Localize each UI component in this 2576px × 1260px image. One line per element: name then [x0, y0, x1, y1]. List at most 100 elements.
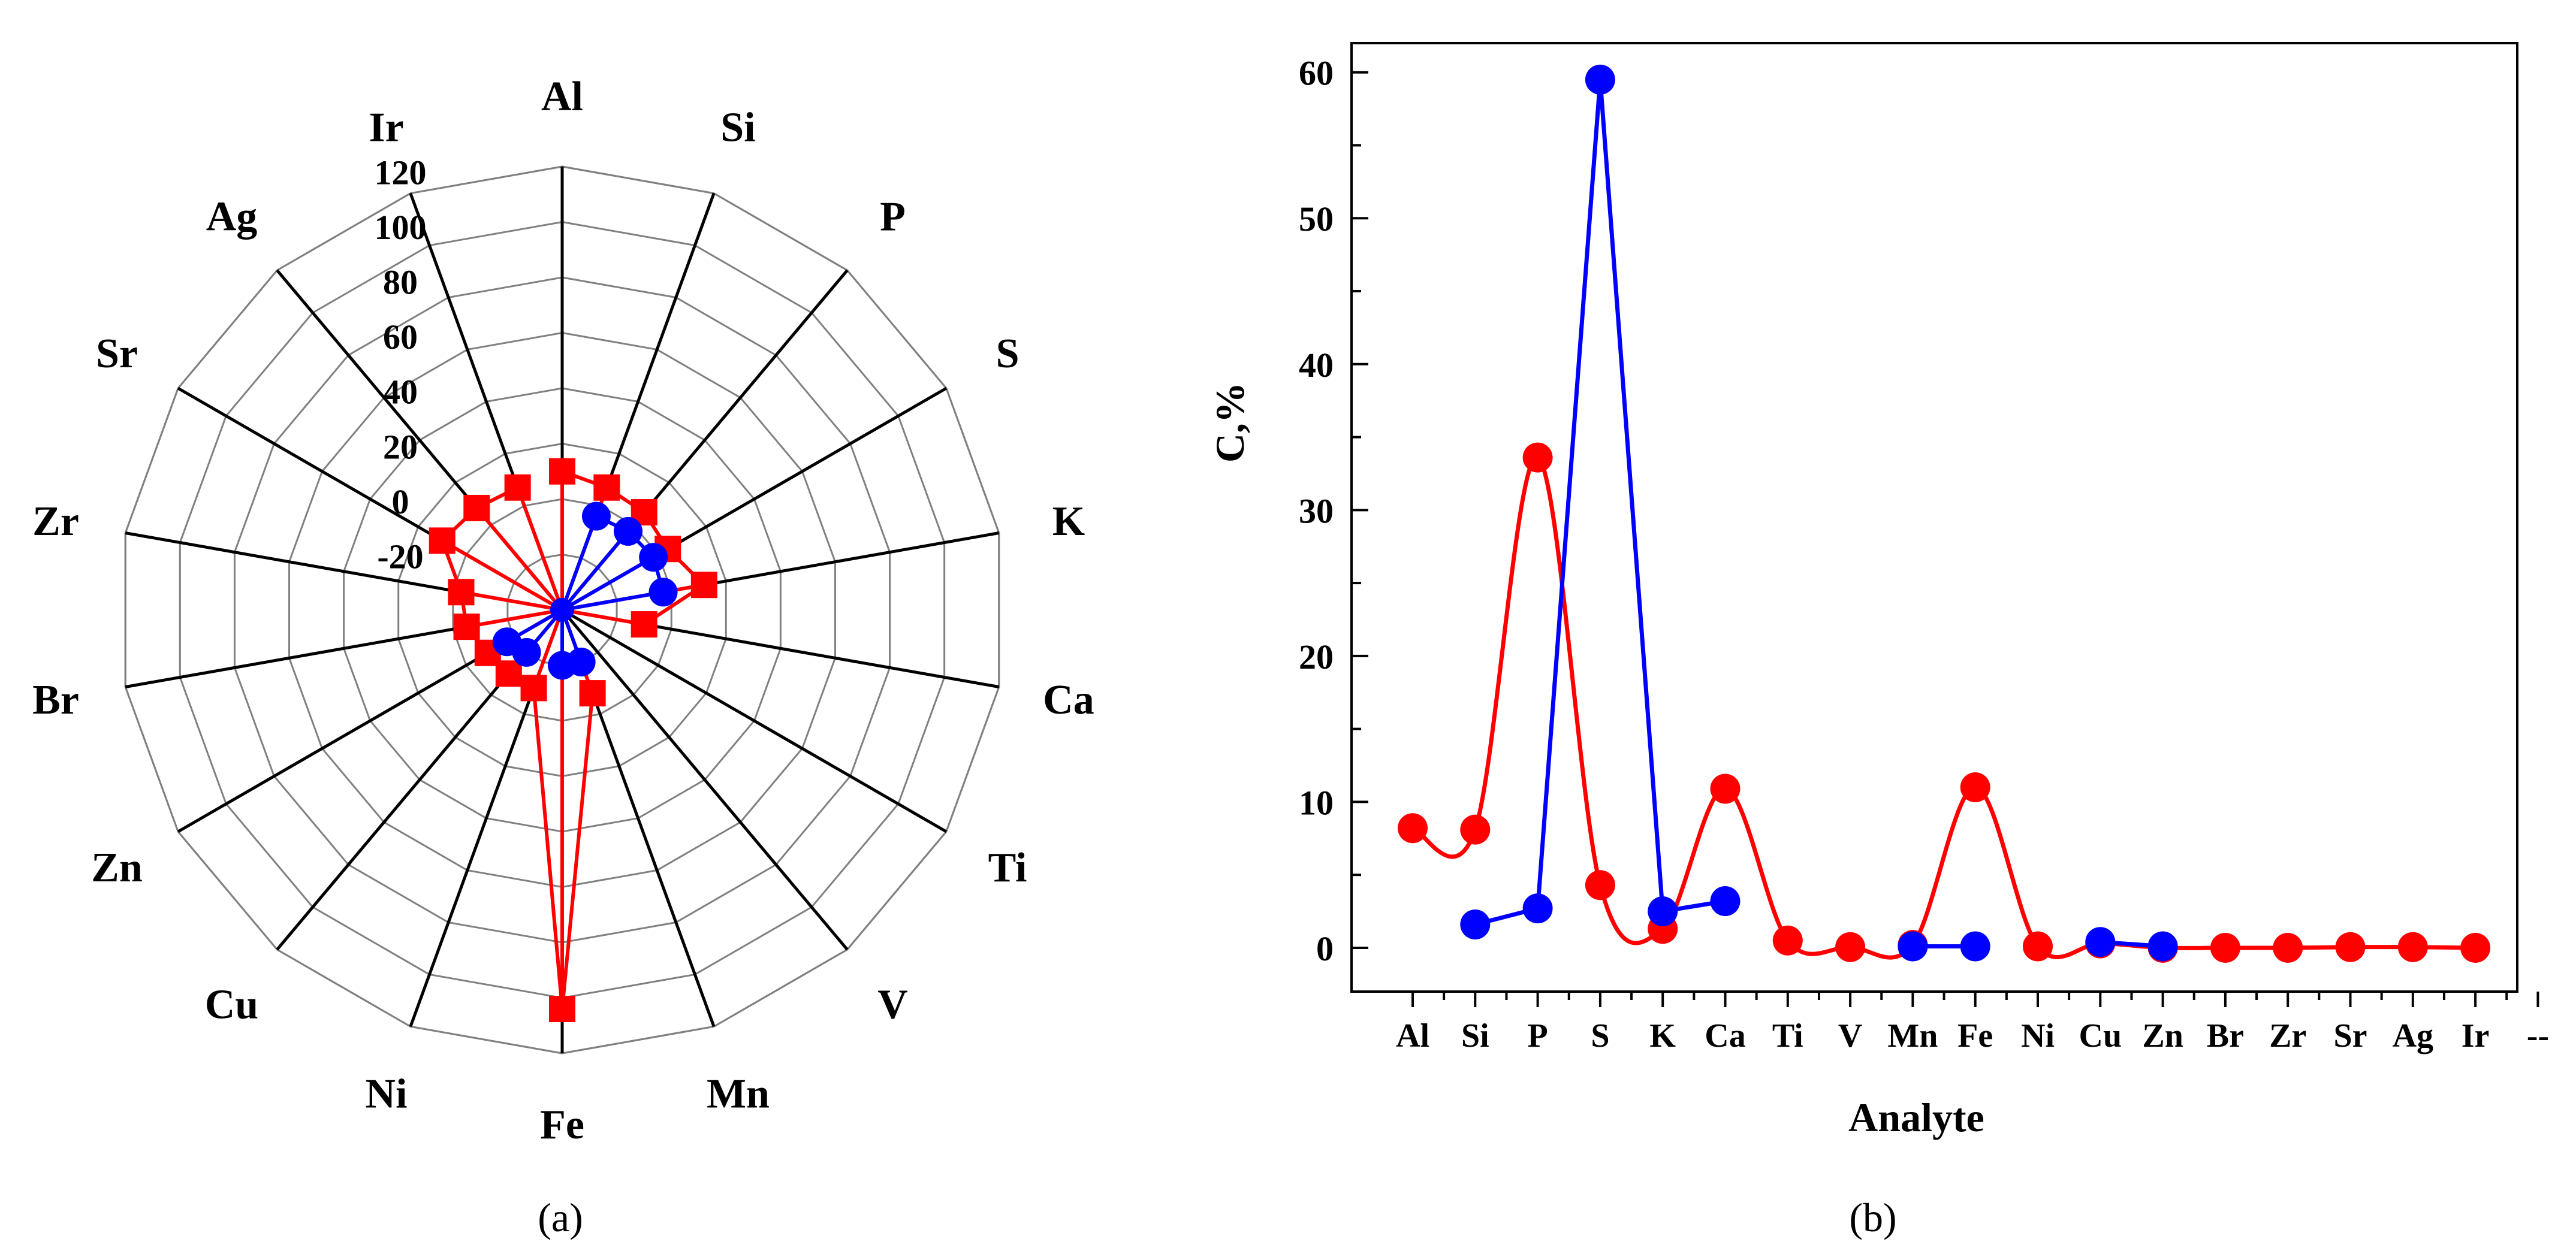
data-point-red — [2460, 932, 2491, 963]
data-point-red — [1710, 773, 1741, 804]
x-tick-label: Ni — [2021, 1017, 2055, 1054]
radar-point-square — [549, 996, 575, 1022]
radar-series-spoke — [562, 590, 664, 612]
data-point-blue — [1585, 64, 1615, 95]
y-tick-label: 50 — [1299, 200, 1334, 238]
radar-point-square — [429, 527, 456, 554]
radar-tick-label: 0 — [392, 482, 409, 521]
x-tick-label: Zn — [2142, 1017, 2183, 1054]
plot-frame — [1350, 42, 2518, 993]
x-tick-label: S — [1591, 1017, 1609, 1054]
radar-category-label: Al — [541, 74, 583, 120]
data-point-blue — [1710, 886, 1741, 917]
radar-spoke — [561, 608, 948, 833]
data-point-blue — [2085, 927, 2116, 957]
radar-tick-label: 20 — [383, 427, 418, 466]
radar-series-segment — [532, 688, 564, 1010]
radar-series-spoke — [466, 608, 563, 629]
radar-series-spoke — [560, 515, 598, 611]
radar-category-label: Cu — [205, 981, 258, 1028]
radar-tick-label: 100 — [375, 208, 427, 247]
y-tick-label: 40 — [1299, 346, 1334, 385]
series-line-blue — [1474, 79, 1726, 927]
y-tick-label: 60 — [1299, 54, 1334, 93]
panel-a-label: (a) — [538, 1195, 583, 1240]
radar-tick-label: 80 — [383, 263, 418, 302]
data-point-blue — [1898, 931, 1928, 962]
data-point-red — [1772, 925, 1803, 956]
radar-category-label: Mn — [707, 1071, 770, 1117]
radar-series-spoke — [475, 507, 564, 611]
data-point-red — [1398, 813, 1428, 844]
x-tick-label: -- — [2527, 1017, 2549, 1054]
radar-tick-label: 60 — [383, 318, 418, 356]
y-tick-label: 0 — [1316, 929, 1334, 968]
radar-category-label: Fe — [540, 1102, 584, 1148]
data-point-red — [1960, 772, 1990, 803]
x-tick-label: Sr — [2334, 1017, 2367, 1054]
radar-point-square — [453, 614, 480, 640]
data-point-blue — [2147, 931, 2178, 962]
x-tick-label: Al — [1396, 1017, 1429, 1054]
radar-series-spoke — [515, 487, 564, 611]
x-tick-label: P — [1527, 1017, 1548, 1054]
data-point-red — [1522, 442, 1553, 473]
line-chart: 0 10 20 30 40 50 60 Al Si P S K Ca Ti V Mn Fe Ni Cu Zn Br Zr S… — [1207, 42, 2549, 1140]
data-point-red — [1460, 814, 1491, 845]
x-tick-label: Fe — [1957, 1017, 1993, 1054]
radar-point-square — [520, 675, 547, 702]
x-tick-label: Mn — [1887, 1017, 1938, 1054]
data-point-red — [2210, 932, 2240, 963]
radar-series-spoke — [560, 530, 630, 611]
radar-point-circle — [648, 578, 678, 607]
radar-series-spoke — [562, 608, 645, 627]
radar-point-circle — [639, 543, 668, 572]
radar-series-spoke — [441, 539, 563, 612]
data-point-blue — [1460, 909, 1491, 939]
y-tick-label: 10 — [1299, 783, 1334, 822]
radar-category-label: Zr — [32, 498, 79, 545]
data-point-blue — [1648, 896, 1678, 927]
x-tick-label: K — [1649, 1017, 1676, 1054]
radar-category-label: S — [996, 331, 1019, 377]
radar-spoke — [561, 609, 849, 951]
radar-point-circle — [548, 651, 577, 680]
y-tick-label: 30 — [1299, 491, 1334, 530]
radar-tick-label: 120 — [375, 153, 427, 192]
radar-chart: Al Si P S K Ca Ti V Mn Fe Ni Cu Zn Br Zr Sr Ag Ir -20 0 20 40… — [32, 74, 1094, 1148]
data-point-blue — [1960, 931, 1990, 962]
x-tick-label: Si — [1461, 1017, 1489, 1054]
data-point-red — [1835, 932, 1866, 962]
x-tick-label: Zr — [2269, 1017, 2306, 1054]
data-point-red — [1585, 870, 1615, 901]
radar-series-segment — [560, 693, 595, 1010]
x-tick-label: Ti — [1772, 1017, 1803, 1054]
radar-point-square — [448, 579, 475, 606]
radar-category-label: P — [880, 194, 906, 240]
y-tick-label: 20 — [1299, 637, 1334, 676]
radar-category-label: K — [1052, 498, 1085, 545]
data-point-red — [2335, 932, 2366, 962]
radar-category-label: Sr — [96, 331, 138, 377]
panel-b-label: (b) — [1849, 1195, 1896, 1240]
radar-point-circle — [613, 516, 643, 546]
radar-point-square — [593, 474, 620, 501]
radar-category-label: Ti — [988, 845, 1027, 891]
radar-point-circle — [492, 627, 521, 657]
radar-category-label: Ir — [369, 105, 403, 151]
x-tick-label: Ir — [2462, 1017, 2490, 1054]
radar-tick-label: 40 — [383, 373, 418, 412]
radar-category-label: Br — [32, 677, 79, 723]
radar-category-label: Si — [720, 105, 755, 151]
radar-point-circle — [581, 501, 611, 531]
radar-point-square — [549, 458, 575, 485]
x-tick-label: Br — [2207, 1017, 2244, 1054]
radar-point-square — [504, 474, 531, 501]
radar-series-spoke — [561, 555, 654, 612]
data-point-red — [2397, 932, 2428, 962]
x-tick-label: Cu — [2079, 1017, 2122, 1054]
radar-point-square — [463, 494, 490, 521]
y-axis-title: C,% — [1207, 382, 1253, 463]
radar-point-square — [579, 680, 606, 707]
